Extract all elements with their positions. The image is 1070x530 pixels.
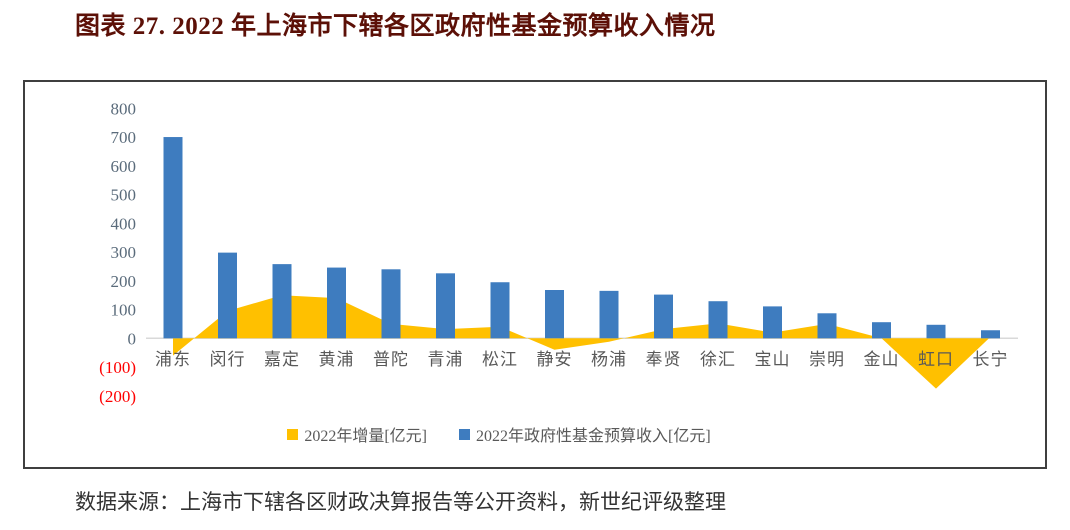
bar-浦东 (163, 137, 183, 339)
y-tick-label: 300 (111, 243, 137, 262)
x-category-label: 宝山 (755, 350, 791, 369)
y-tick-label: 600 (111, 157, 137, 176)
x-category-label: 金山 (864, 350, 900, 369)
legend-swatch-icon (287, 428, 299, 440)
legend-item: 2022年增量[亿元] (287, 422, 427, 446)
bar-青浦 (436, 273, 455, 339)
legend-label: 2022年政府性基金预算收入[亿元] (476, 428, 711, 445)
chart-frame: 800 700 600 500 400 300 200 100 0 (100) (200) 浦东 闵行嘉… (23, 80, 1047, 469)
area-series-increment (173, 295, 991, 389)
chart-plot-area: 800 700 600 500 400 300 200 100 0 (100) (200) 浦东 闵行嘉… (99, 99, 1018, 406)
x-category-label: 虹口 (918, 350, 954, 369)
y-tick-label: (200) (99, 387, 136, 406)
bar-闵行 (218, 252, 237, 339)
legend-label: 2022年增量[亿元] (304, 428, 427, 445)
x-category-label: 崇明 (809, 350, 845, 369)
bar-崇明 (817, 313, 837, 339)
legend-item: 2022年政府性基金预算收入[亿元] (459, 422, 711, 446)
bar-奉贤 (654, 294, 673, 339)
x-category-label: 青浦 (428, 350, 464, 369)
bar-长宁 (981, 330, 1000, 339)
y-tick-label: 700 (111, 128, 137, 147)
bar-普陀 (381, 269, 401, 339)
y-tick-label: 500 (111, 186, 137, 205)
x-category-label: 黄浦 (319, 350, 355, 369)
bar-杨浦 (599, 290, 619, 339)
y-tick-label: 800 (111, 99, 137, 118)
bar-金山 (872, 322, 891, 339)
y-tick-label: 400 (111, 214, 137, 233)
chart-legend: 2022年增量[亿元] 2022年政府性基金预算收入[亿元] (25, 422, 1045, 446)
bar-松江 (490, 282, 510, 339)
x-category-label: 徐汇 (700, 350, 736, 369)
x-category-label: 嘉定 (264, 350, 300, 369)
bar-虹口 (926, 324, 946, 339)
bar-静安 (545, 290, 564, 339)
bar-嘉定 (272, 264, 292, 339)
bar-宝山 (763, 306, 782, 339)
x-category-label: 静安 (537, 350, 573, 369)
x-category-label: 普陀 (373, 350, 409, 369)
x-category-label: 杨浦 (591, 350, 627, 369)
x-category-label: 浦东 (155, 350, 191, 369)
y-tick-label: 100 (111, 301, 137, 320)
y-tick-label: 200 (111, 272, 137, 291)
bar-徐汇 (708, 301, 728, 339)
x-category-label: 长宁 (973, 350, 1009, 369)
data-source-note: 数据来源：上海市下辖各区财政决算报告等公开资料，新世纪评级整理 (75, 490, 726, 514)
x-category-label: 松江 (482, 350, 518, 369)
bar-黄浦 (327, 267, 346, 339)
y-tick-label: 0 (128, 329, 137, 348)
figure-caption: 图表 27. 2022 年上海市下辖各区政府性基金预算收入情况 (75, 13, 716, 40)
x-category-label: 闵行 (210, 350, 246, 369)
y-tick-label: (100) (99, 358, 136, 377)
x-category-label: 奉贤 (646, 350, 682, 369)
legend-swatch-icon (459, 428, 470, 440)
